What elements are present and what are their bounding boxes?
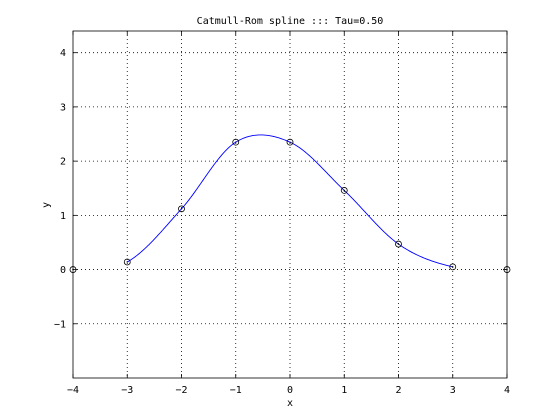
control-points xyxy=(69,138,511,273)
x-tick-label: −1 xyxy=(230,385,242,396)
control-point-marker xyxy=(503,266,511,273)
control-point-marker xyxy=(449,263,457,271)
y-tick-label: −1 xyxy=(54,319,66,330)
chart-title: Catmull-Rom spline ::: Tau=0.50 xyxy=(197,16,384,27)
control-point-center xyxy=(180,208,183,210)
control-point-marker xyxy=(178,205,185,213)
control-point-marker xyxy=(232,138,240,146)
x-tick-label: −2 xyxy=(175,385,187,396)
control-point-center xyxy=(506,268,508,271)
x-tick-label: 2 xyxy=(395,385,401,396)
x-axis-label: x xyxy=(287,398,293,409)
control-point-marker xyxy=(69,266,77,273)
y-tick-label: 3 xyxy=(60,102,66,113)
x-tick-label: 1 xyxy=(341,385,347,396)
x-tick-label: 0 xyxy=(287,385,293,396)
x-tick-label: 3 xyxy=(450,385,456,396)
x-tick-labels: −4 −3 −2 −1 0 1 2 3 4 xyxy=(67,385,510,396)
control-point-center xyxy=(452,266,454,268)
control-point-center xyxy=(235,141,237,143)
y-tick-label: 1 xyxy=(60,211,66,222)
x-tick-label: −4 xyxy=(67,385,79,396)
y-tick-label: 0 xyxy=(60,265,66,276)
control-point-center xyxy=(72,268,74,271)
x-tick-label: −3 xyxy=(121,385,133,396)
y-tick-label: 4 xyxy=(60,48,66,59)
grid xyxy=(73,31,507,378)
control-point-center xyxy=(343,189,345,192)
y-axis-label: y xyxy=(41,202,52,208)
control-point-center xyxy=(126,261,128,263)
y-tick-label: 2 xyxy=(60,157,66,168)
ticks xyxy=(72,31,508,378)
control-point-marker xyxy=(340,187,348,194)
plot-frame xyxy=(72,30,508,379)
x-tick-label: 4 xyxy=(504,385,510,396)
control-point-marker xyxy=(395,240,402,248)
y-tick-labels: −1 0 1 2 3 4 xyxy=(54,48,66,330)
control-point-center xyxy=(397,243,400,245)
control-point-center xyxy=(289,141,291,143)
control-point-marker xyxy=(286,138,294,146)
control-point-marker xyxy=(123,258,131,266)
